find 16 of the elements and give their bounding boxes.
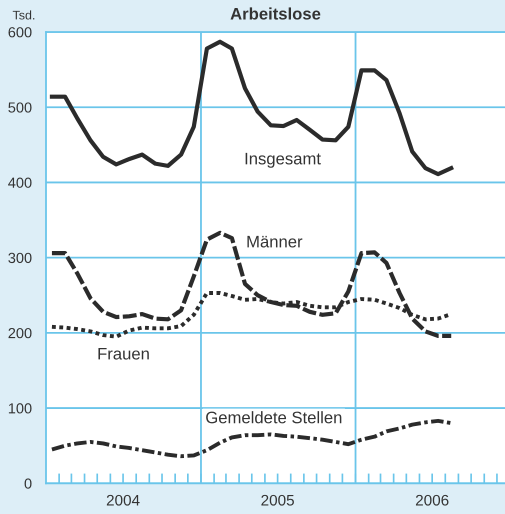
chart-title: Arbeitslose	[230, 7, 320, 20]
y-tick-label: 0	[24, 478, 32, 489]
y-tick-label: 300	[8, 252, 32, 264]
y-tick-label: 600	[8, 27, 32, 38]
y-tick-label: 100	[8, 403, 32, 414]
series-label: Insgesamt	[246, 152, 321, 168]
y-tick-label: 400	[8, 178, 32, 188]
y-tick-label: 500	[8, 102, 32, 113]
series-label: Männer	[247, 236, 302, 248]
series-label: Gemeldete Stellen	[206, 411, 342, 424]
x-tick-label: 2004	[106, 494, 140, 506]
y-tick-label: 200	[8, 328, 32, 338]
series-label: Frauen	[98, 348, 149, 360]
y-axis-title: Tsd.	[12, 10, 34, 20]
x-tick-label: 2006	[416, 494, 448, 506]
x-tick-label: 2005	[261, 494, 294, 506]
